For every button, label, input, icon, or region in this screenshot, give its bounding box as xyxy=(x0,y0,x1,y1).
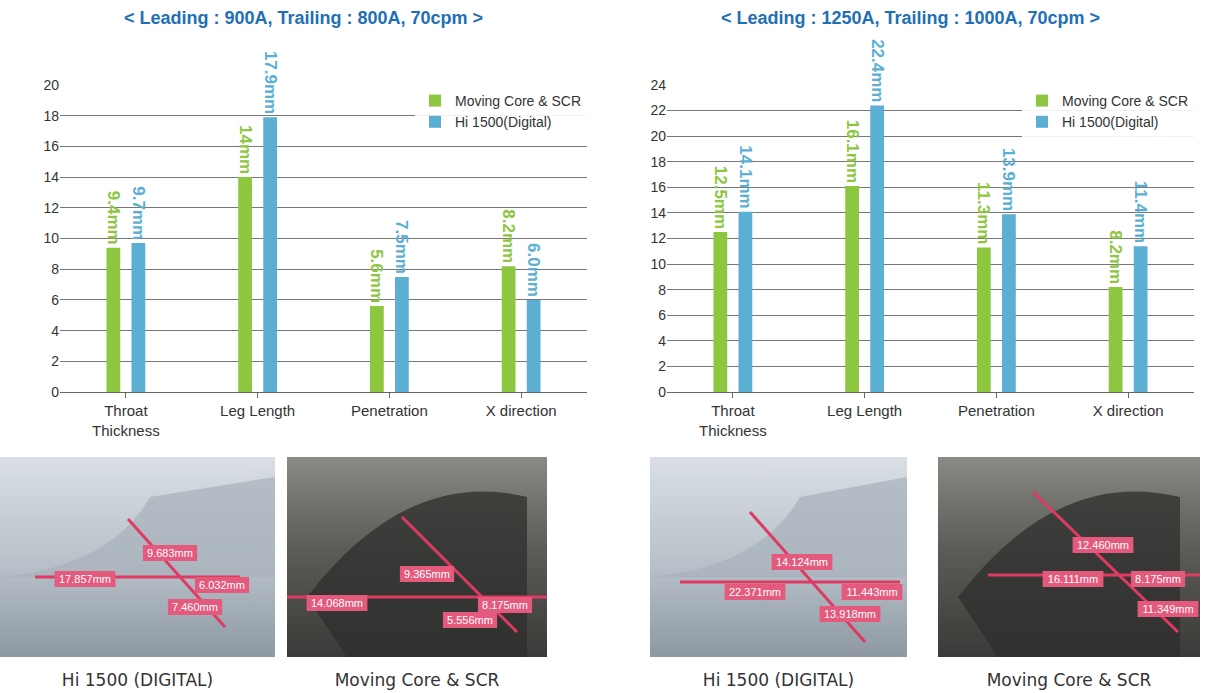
html-text:Hi 1500 (DIGITAL): Hi 1500 (DIGITAL) xyxy=(61,670,214,690)
svg-text:17.9mm: 17.9mm xyxy=(261,51,280,114)
svg-text:16.1mm: 16.1mm xyxy=(843,120,862,183)
svg-text:7.460mm: 7.460mm xyxy=(172,601,218,613)
svg-text:X direction: X direction xyxy=(486,402,557,419)
svg-text:14.068mm: 14.068mm xyxy=(311,597,363,609)
svg-text:14: 14 xyxy=(43,169,59,185)
svg-text:Leg Length: Leg Length xyxy=(220,402,295,419)
svg-text:9.365mm: 9.365mm xyxy=(404,568,450,580)
svg-text:16: 16 xyxy=(650,179,666,195)
svg-text:12.460mm: 12.460mm xyxy=(1077,539,1129,551)
svg-text:14.1mm: 14.1mm xyxy=(736,145,755,208)
svg-text:14: 14 xyxy=(650,205,666,221)
svg-text:10: 10 xyxy=(650,256,666,272)
html-text:Moving Core & SCR: Moving Core & SCR xyxy=(334,670,500,690)
svg-text:6.0mm: 6.0mm xyxy=(524,243,543,297)
svg-text:6: 6 xyxy=(658,307,666,323)
svg-text:11.4mm: 11.4mm xyxy=(1131,181,1150,243)
svg-text:16.111mm: 16.111mm xyxy=(1048,573,1098,585)
svg-text:11.349mm: 11.349mm xyxy=(1142,603,1193,615)
svg-text:8.2mm: 8.2mm xyxy=(499,209,518,263)
svg-text:< Leading : 1250A, Trailing :: < Leading : 1250A, Trailing : 1000A, 70c… xyxy=(721,8,1100,28)
svg-text:14mm: 14mm xyxy=(236,125,255,174)
svg-text:6.032mm: 6.032mm xyxy=(199,579,245,591)
svg-text:8.175mm: 8.175mm xyxy=(482,599,528,611)
svg-text:14.124mm: 14.124mm xyxy=(776,556,828,568)
svg-text:< Leading : 900A, Trailing : 8: < Leading : 900A, Trailing : 800A, 70cpm… xyxy=(124,8,483,28)
svg-text:Leg Length: Leg Length xyxy=(827,402,902,419)
svg-text:8: 8 xyxy=(658,282,666,298)
svg-text:Moving Core & SCR: Moving Core & SCR xyxy=(455,93,581,109)
svg-text:4: 4 xyxy=(658,333,666,349)
html-text:Moving Core & SCR: Moving Core & SCR xyxy=(986,670,1152,690)
svg-text:24: 24 xyxy=(650,77,666,93)
svg-text:20: 20 xyxy=(650,128,666,144)
svg-text:10: 10 xyxy=(43,230,59,246)
svg-text:20: 20 xyxy=(43,77,59,93)
svg-text:22.4mm: 22.4mm xyxy=(868,39,887,102)
svg-text:12: 12 xyxy=(650,230,666,246)
svg-text:ThroatThickness: ThroatThickness xyxy=(699,402,767,439)
svg-text:5.6mm: 5.6mm xyxy=(367,249,386,303)
svg-text:Hi 1500(Digital): Hi 1500(Digital) xyxy=(1062,114,1158,130)
svg-text:7.5mm: 7.5mm xyxy=(392,220,411,274)
svg-text:Hi 1500(Digital): Hi 1500(Digital) xyxy=(455,114,551,130)
svg-text:9.4mm: 9.4mm xyxy=(104,191,123,245)
svg-text:12.5mm: 12.5mm xyxy=(711,166,730,229)
svg-text:0: 0 xyxy=(658,384,666,400)
svg-text:22.371mm: 22.371mm xyxy=(729,586,781,598)
svg-text:Penetration: Penetration xyxy=(958,402,1035,419)
svg-text:11.443mm: 11.443mm xyxy=(846,586,897,598)
svg-text:9.7mm: 9.7mm xyxy=(129,186,148,240)
svg-text:13.9mm: 13.9mm xyxy=(999,148,1018,211)
svg-text:2: 2 xyxy=(51,353,59,369)
svg-text:6: 6 xyxy=(51,292,59,308)
svg-text:8: 8 xyxy=(51,261,59,277)
svg-text:18: 18 xyxy=(650,154,666,170)
svg-text:22: 22 xyxy=(650,102,666,118)
svg-text:8.2mm: 8.2mm xyxy=(1106,230,1125,284)
svg-text:ThroatThickness: ThroatThickness xyxy=(92,402,160,439)
svg-text:0: 0 xyxy=(51,384,59,400)
svg-text:11.3mm: 11.3mm xyxy=(974,182,993,244)
svg-text:5.556mm: 5.556mm xyxy=(447,614,493,626)
svg-text:X direction: X direction xyxy=(1093,402,1164,419)
svg-text:8.175mm: 8.175mm xyxy=(1135,573,1181,585)
svg-text:Penetration: Penetration xyxy=(351,402,428,419)
svg-text:16: 16 xyxy=(43,138,59,154)
svg-text:13.918mm: 13.918mm xyxy=(824,608,876,620)
svg-text:12: 12 xyxy=(43,200,59,216)
svg-text:18: 18 xyxy=(43,108,59,124)
svg-text:9.683mm: 9.683mm xyxy=(147,547,193,559)
svg-text:Moving Core & SCR: Moving Core & SCR xyxy=(1062,93,1188,109)
html-text:Hi 1500 (DIGITAL): Hi 1500 (DIGITAL) xyxy=(702,670,855,690)
svg-text:4: 4 xyxy=(51,323,59,339)
svg-text:2: 2 xyxy=(658,358,666,374)
svg-text:17.857mm: 17.857mm xyxy=(59,573,111,585)
